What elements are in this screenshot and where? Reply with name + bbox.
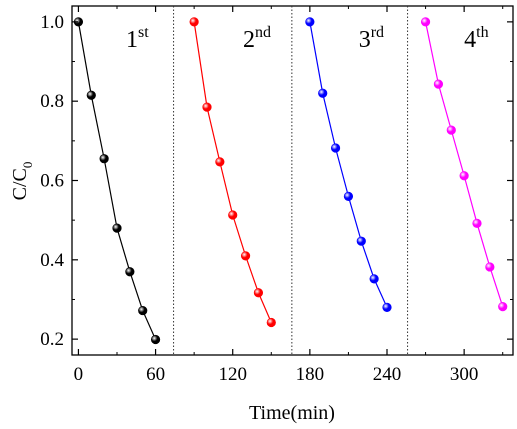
- x-tick-label: 180: [296, 364, 325, 385]
- x-tick-label: 0: [74, 364, 84, 385]
- data-point-1st-2: [99, 154, 109, 164]
- data-point-1st-5: [138, 305, 148, 316]
- data-point-3rd-0: [305, 17, 315, 27]
- data-point-4th-3: [459, 171, 469, 181]
- x-tick-label: 60: [146, 364, 165, 385]
- data-point-3rd-1: [318, 88, 328, 98]
- y-tick-label: 0.6: [40, 171, 64, 192]
- run-label-2nd: 2nd: [243, 24, 271, 53]
- data-point-2nd-6: [266, 317, 276, 328]
- data-point-2nd-1: [202, 102, 212, 112]
- data-point-1st-6: [150, 334, 161, 345]
- y-axis-label-main: C/C: [9, 168, 31, 200]
- run-label-4th: 4th: [464, 24, 488, 53]
- x-tick-label: 240: [373, 364, 402, 385]
- data-point-3rd-5: [369, 274, 379, 284]
- data-point-4th-1: [433, 79, 444, 89]
- run-label-number: 1: [126, 27, 138, 53]
- data-point-1st-4: [125, 267, 135, 277]
- y-axis-label: C/C0: [9, 162, 35, 201]
- data-point-2nd-0: [189, 17, 199, 27]
- y-ticks: 0.2 0.4 0.6 0.8 1.0: [40, 12, 513, 350]
- y-tick-label: 0.8: [40, 91, 64, 112]
- data-point-4th-6: [498, 302, 508, 312]
- phase-dividers: [173, 6, 409, 355]
- data-point-2nd-5: [253, 288, 264, 298]
- data-point-2nd-3: [228, 210, 238, 220]
- x-tick-label: 300: [450, 364, 479, 385]
- run-label-suffix: th: [476, 24, 488, 41]
- series-line-1st: [77, 21, 157, 340]
- plot-frame: [71, 5, 514, 356]
- data-point-2nd-2: [215, 157, 225, 167]
- data-point-4th-0: [420, 17, 431, 27]
- data-point-3rd-6: [382, 302, 392, 313]
- series-line-2nd: [193, 21, 272, 323]
- data-point-3rd-2: [330, 143, 341, 153]
- y-axis-label-sub: 0: [20, 162, 35, 169]
- run-label-1st: 1st: [126, 24, 149, 53]
- series-line-3rd: [309, 21, 388, 308]
- y-tick-label: 0.4: [40, 250, 64, 271]
- run-labels: 1st 2nd 3rd 4th: [126, 24, 489, 53]
- data-points: [73, 17, 508, 345]
- y-tick-label: 1.0: [40, 12, 64, 33]
- x-tick-label: 120: [218, 364, 247, 385]
- data-point-3rd-4: [356, 236, 366, 246]
- x-ticks: 0 60 120 180 240 300: [74, 6, 504, 385]
- data-point-1st-3: [112, 223, 122, 233]
- data-point-2nd-4: [240, 251, 251, 261]
- y-tick-label: 0.2: [40, 329, 64, 350]
- run-label-number: 3: [359, 27, 371, 53]
- run-label-suffix: rd: [371, 24, 384, 41]
- data-point-4th-4: [472, 218, 482, 228]
- run-label-suffix: nd: [255, 24, 271, 41]
- data-point-4th-2: [446, 125, 456, 135]
- series-lines: [77, 21, 504, 340]
- data-point-4th-5: [485, 262, 495, 272]
- run-label-3rd: 3rd: [359, 24, 384, 53]
- run-label-number: 2: [243, 27, 255, 53]
- run-label-suffix: st: [138, 24, 149, 41]
- run-label-number: 4: [464, 27, 476, 53]
- data-point-1st-1: [86, 90, 96, 100]
- data-point-3rd-3: [343, 191, 354, 201]
- x-axis-label: Time(min): [249, 402, 335, 424]
